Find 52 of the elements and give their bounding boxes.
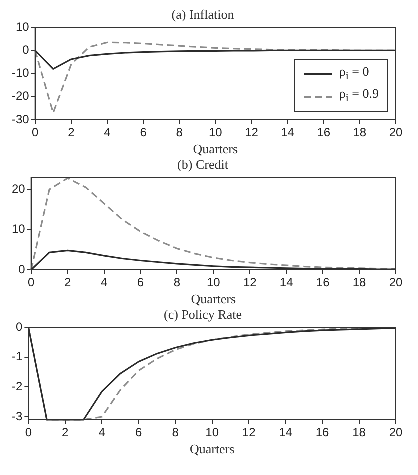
y-tick-label: -30 xyxy=(12,112,30,126)
x-tick-label: 2 xyxy=(62,426,70,440)
legend-label: ρ$_{i}$ = 0 xyxy=(339,62,370,84)
x-axis-title: Quarters xyxy=(190,442,235,457)
x-tick-label: 8 xyxy=(172,426,180,440)
y-tick-label: -2 xyxy=(12,380,23,394)
x-tick-label: 4 xyxy=(98,426,106,440)
x-tick-label: 6 xyxy=(136,426,143,440)
x-tick-label: 0 xyxy=(32,126,39,140)
y-tick-label: -3 xyxy=(12,409,23,424)
x-tick-label: 6 xyxy=(137,276,144,290)
x-tick-label: 14 xyxy=(280,276,294,290)
x-tick-label: 10 xyxy=(206,426,220,440)
x-tick-label: 2 xyxy=(68,126,76,140)
x-tick-label: 10 xyxy=(206,276,221,290)
x-tick-label: 2 xyxy=(64,276,72,290)
x-tick-label: 18 xyxy=(352,426,366,440)
x-tick-label: 20 xyxy=(389,126,403,140)
x-tick-label: 14 xyxy=(281,126,295,140)
y-tick-label: 10 xyxy=(12,222,26,236)
x-tick-label: 8 xyxy=(176,126,184,140)
y-tick-label: 0 xyxy=(22,43,30,58)
x-axis-title: Quarters xyxy=(193,142,238,157)
x-tick-label: 16 xyxy=(316,276,330,290)
line-series xyxy=(30,178,397,271)
chart-title: (b) Credit xyxy=(178,157,229,172)
y-tick-label: 0 xyxy=(16,320,23,334)
x-tick-label: 18 xyxy=(353,126,367,140)
x-tick-label: 18 xyxy=(352,276,367,290)
x-tick-label: 16 xyxy=(317,126,331,140)
x-tick-label: 4 xyxy=(104,126,112,140)
x-tick-label: 8 xyxy=(174,276,181,290)
x-tick-label: 20 xyxy=(389,276,403,290)
y-tick-label: 20 xyxy=(12,182,26,196)
chart-title: (c) Policy Rate xyxy=(164,307,242,322)
x-tick-label: 12 xyxy=(245,126,259,140)
y-tick-label: -10 xyxy=(12,66,30,80)
x-tick-label: 12 xyxy=(242,426,256,440)
x-tick-label: 14 xyxy=(279,426,293,440)
x-tick-label: 6 xyxy=(140,126,148,140)
x-tick-label: 20 xyxy=(389,426,403,440)
x-tick-label: 16 xyxy=(316,426,330,440)
y-tick-label: -1 xyxy=(12,350,23,364)
y-tick-label: 0 xyxy=(18,262,26,276)
x-axis-title: Quarters xyxy=(191,292,236,307)
legend-label: ρ$_{i}$ = 0.9 xyxy=(339,85,379,107)
x-tick-label: 4 xyxy=(100,276,108,290)
y-tick-label: -20 xyxy=(12,89,30,104)
x-tick-label: 10 xyxy=(208,126,223,140)
x-tick-label: 12 xyxy=(243,276,258,290)
chart-title: (a) Inflation xyxy=(172,7,235,22)
y-tick-label: 10 xyxy=(16,20,30,34)
